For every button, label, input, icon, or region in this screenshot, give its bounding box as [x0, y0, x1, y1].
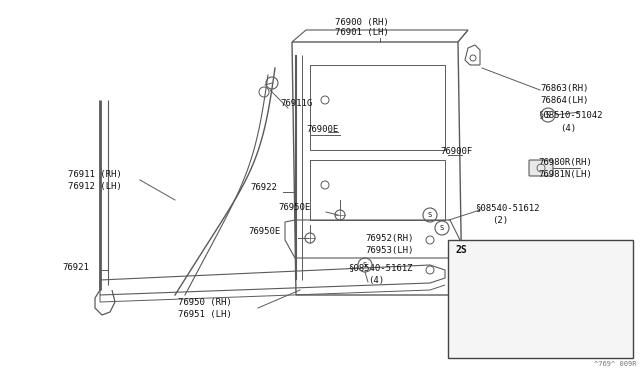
- Text: 76953(LH): 76953(LH): [365, 246, 413, 254]
- Text: 76900E: 76900E: [306, 125, 339, 135]
- Text: (2): (2): [492, 215, 508, 224]
- Text: S: S: [363, 262, 367, 268]
- Text: §08540-51612: §08540-51612: [475, 203, 540, 212]
- Text: 76981N(LH): 76981N(LH): [538, 170, 592, 179]
- Text: 76921: 76921: [62, 263, 89, 273]
- Text: 76950E: 76950E: [248, 228, 280, 237]
- Bar: [448, 240, 633, 358]
- Text: §08510-51042: §08510-51042: [538, 110, 602, 119]
- Text: S: S: [428, 212, 432, 218]
- Text: 76863(RH): 76863(RH): [540, 83, 588, 93]
- Text: 2S: 2S: [455, 245, 467, 255]
- Text: 76901 (LH): 76901 (LH): [335, 29, 388, 38]
- Text: (4): (4): [368, 276, 384, 285]
- Text: 76950 (RH): 76950 (RH): [178, 298, 232, 307]
- Text: 76901 (LH): 76901 (LH): [535, 285, 585, 295]
- Text: 76900 (RH): 76900 (RH): [535, 273, 585, 282]
- Text: ^769^ 009R: ^769^ 009R: [593, 361, 636, 367]
- Text: 76911 (RH): 76911 (RH): [68, 170, 122, 180]
- Text: 76950E: 76950E: [278, 203, 310, 212]
- Text: 76951 (LH): 76951 (LH): [178, 310, 232, 318]
- Text: (4): (4): [560, 124, 576, 132]
- Text: S: S: [546, 110, 550, 119]
- Text: §08540-5161Z: §08540-5161Z: [348, 263, 413, 273]
- Text: S: S: [440, 225, 444, 231]
- Text: 76912 (LH): 76912 (LH): [68, 183, 122, 192]
- Text: 76911G: 76911G: [280, 99, 312, 109]
- Text: 76922: 76922: [250, 183, 277, 192]
- Text: 76900 (RH): 76900 (RH): [335, 17, 388, 26]
- Text: 76952(RH): 76952(RH): [365, 234, 413, 243]
- Text: 76864(LH): 76864(LH): [540, 96, 588, 105]
- Text: 76900F: 76900F: [440, 148, 472, 157]
- Text: 76980R(RH): 76980R(RH): [538, 157, 592, 167]
- FancyBboxPatch shape: [529, 160, 553, 176]
